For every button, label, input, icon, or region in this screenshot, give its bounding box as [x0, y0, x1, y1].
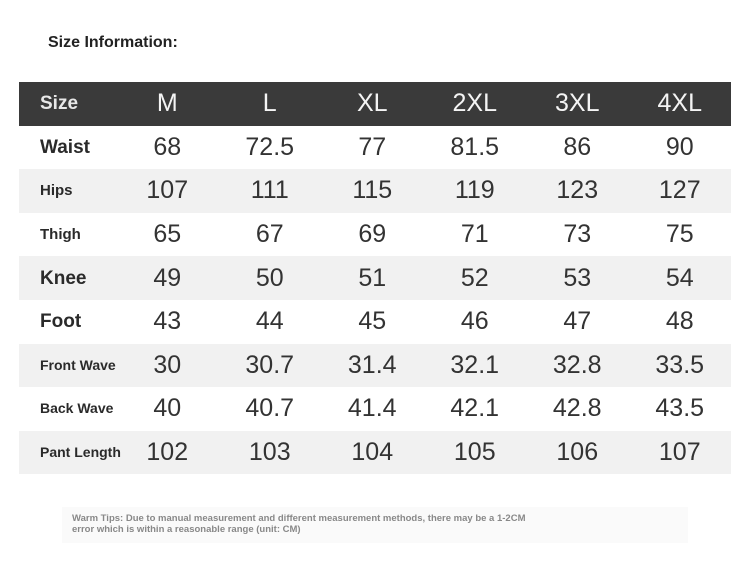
table-row: Front Wave 30 30.7 31.4 32.1 32.8 33.5	[19, 343, 731, 388]
cell-value: 30.7	[218, 343, 321, 388]
cell-value: 33.5	[628, 343, 731, 388]
cell-value: 32.8	[526, 343, 629, 388]
column-header: M	[116, 82, 219, 126]
table-row: Thigh 65 67 69 71 73 75	[19, 213, 731, 257]
cell-value: 46	[460, 307, 489, 336]
page-title: Size Information:	[48, 34, 178, 51]
cell-value: 32.1	[423, 343, 526, 388]
cell-value: 67	[255, 220, 284, 249]
cell-value: 54	[628, 256, 731, 300]
cell-value: 75	[665, 220, 694, 249]
cell-value: 102	[116, 430, 219, 475]
table-row: Hips 107 111 115 119 123 127	[19, 169, 731, 213]
row-label: Pant Length	[19, 430, 121, 475]
column-header: 4XL	[628, 82, 731, 126]
cell-value: 44	[255, 307, 284, 336]
table-row: Knee 49 50 51 52 53 54	[19, 256, 731, 300]
cell-value: 72.5	[245, 132, 295, 161]
row-label: Front Wave	[19, 343, 116, 388]
cell-value: 111	[218, 169, 321, 213]
cell-value: 107	[628, 430, 731, 475]
cell-value: 48	[665, 307, 694, 336]
cell-value: 41.4	[347, 394, 397, 423]
cell-value: 103	[218, 430, 321, 475]
cell-value: 71	[460, 220, 489, 249]
table-row: Back Wave 40 40.7 41.4 42.1 42.8 43.5	[19, 387, 731, 431]
column-header: 2XL	[423, 82, 526, 126]
cell-value: 53	[526, 256, 629, 300]
cell-value: 45	[358, 307, 387, 336]
row-label: Foot	[40, 311, 82, 333]
row-label: Waist	[40, 136, 90, 158]
cell-value: 42.8	[552, 394, 602, 423]
row-label: Back Wave	[40, 400, 114, 417]
cell-value: 30	[116, 343, 219, 388]
cell-value: 47	[563, 307, 592, 336]
size-table: Size M L XL 2XL 3XL 4XL Waist 68 72.5 77 81.5 86 90 Hi…	[19, 82, 731, 475]
note-text: Warm Tips: Due to manual measurement and…	[72, 513, 526, 535]
column-header: L	[218, 82, 321, 126]
cell-value: 43.5	[655, 394, 705, 423]
table-row: Waist 68 72.5 77 81.5 86 90	[19, 126, 731, 170]
cell-value: 86	[563, 132, 592, 161]
row-label: Thigh	[40, 226, 81, 244]
cell-value: 115	[321, 169, 424, 213]
table-row: Pant Length 102 103 104 105 106 107	[19, 430, 731, 475]
cell-value: 104	[321, 430, 424, 475]
cell-value: 73	[563, 220, 592, 249]
cell-value: 68	[153, 132, 182, 161]
cell-value: 77	[358, 132, 387, 161]
column-header: Size	[19, 82, 116, 126]
column-header: 3XL	[526, 82, 629, 126]
cell-value: 106	[526, 430, 629, 475]
row-label: Hips	[19, 169, 116, 213]
cell-value: 69	[358, 220, 387, 249]
cell-value: 105	[423, 430, 526, 475]
cell-value: 43	[153, 307, 182, 336]
cell-value: 65	[153, 220, 182, 249]
row-label: Knee	[19, 256, 116, 300]
note-box: Warm Tips: Due to manual measurement and…	[62, 507, 688, 543]
cell-value: 52	[423, 256, 526, 300]
cell-value: 127	[628, 169, 731, 213]
cell-value: 42.1	[450, 394, 500, 423]
cell-value: 119	[423, 169, 526, 213]
cell-value: 90	[665, 132, 694, 161]
column-header: XL	[321, 82, 424, 126]
cell-value: 123	[526, 169, 629, 213]
cell-value: 81.5	[450, 132, 500, 161]
cell-value: 40.7	[245, 394, 295, 423]
cell-value: 51	[321, 256, 424, 300]
cell-value: 31.4	[321, 343, 424, 388]
cell-value: 49	[116, 256, 219, 300]
cell-value: 50	[218, 256, 321, 300]
header-row: Size M L XL 2XL 3XL 4XL	[19, 82, 731, 126]
cell-value: 107	[116, 169, 219, 213]
cell-value: 40	[153, 394, 182, 423]
table-row: Foot 43 44 45 46 47 48	[19, 300, 731, 344]
